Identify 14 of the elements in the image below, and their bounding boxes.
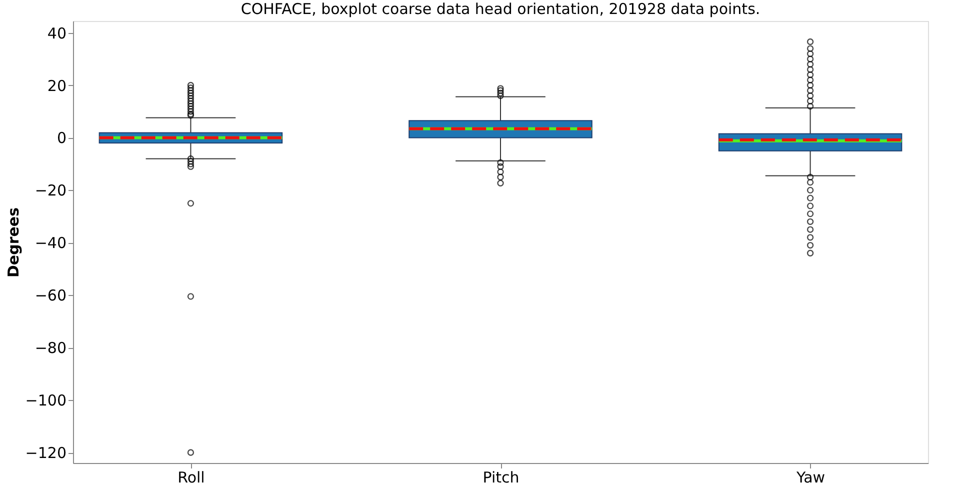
y-tick-label: −80 (34, 339, 66, 358)
y-tick-label: 20 (47, 76, 66, 95)
y-axis-title: Degrees (4, 207, 22, 278)
y-tick-label: −120 (25, 444, 66, 462)
y-tick-label: −60 (34, 286, 66, 305)
y-tick-label: −20 (34, 182, 66, 200)
y-tick-label: 0 (56, 129, 66, 148)
chart-title: COHFACE, boxplot coarse data head orientation, 201928 data points. (240, 0, 760, 18)
x-tick-label: Roll (178, 468, 205, 486)
x-tick-label: Yaw (796, 468, 826, 486)
y-tick-label: −40 (34, 234, 66, 252)
x-tick-label: Pitch (482, 468, 520, 486)
y-tick-label: −100 (25, 392, 66, 410)
y-tick-label: 40 (47, 24, 66, 42)
